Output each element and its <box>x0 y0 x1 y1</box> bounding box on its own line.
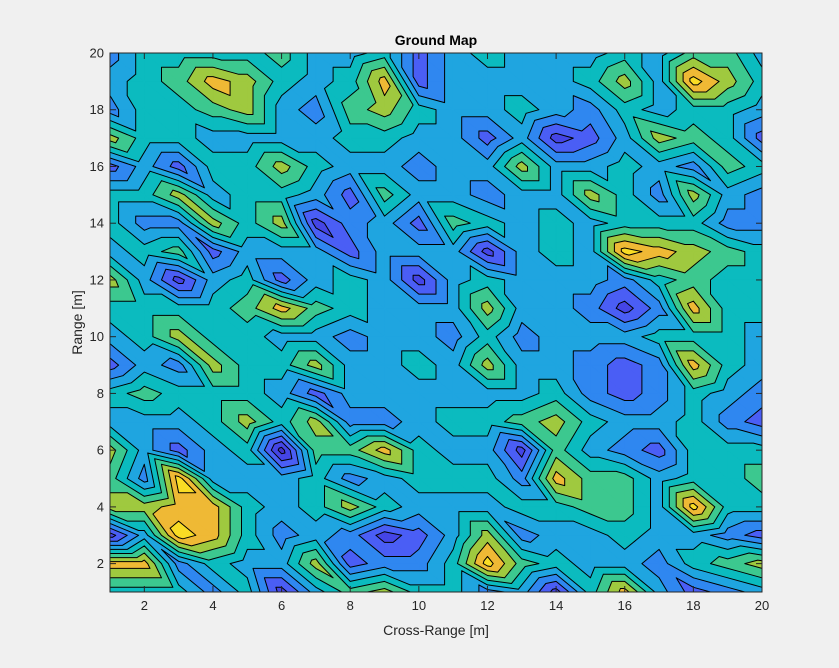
contour-line-level-8 <box>109 66 720 593</box>
contour-line-level-1 <box>277 446 286 455</box>
contour-line-level-7 <box>109 57 763 593</box>
y-tick-label: 12 <box>90 272 104 287</box>
contour-line-level-4 <box>109 52 763 593</box>
x-tick-label: 8 <box>347 598 354 613</box>
x-tick-label: 14 <box>549 598 563 613</box>
y-axis-label: Range [m] <box>69 290 85 355</box>
y-tick-label: 8 <box>97 386 104 401</box>
contour-line-level-6 <box>109 52 763 593</box>
y-tick-label: 4 <box>97 499 104 514</box>
y-tick-label: 20 <box>90 46 104 61</box>
x-tick-label: 20 <box>755 598 769 613</box>
y-tick-label: 2 <box>97 556 104 571</box>
x-tick-label: 2 <box>141 598 148 613</box>
x-tick-label: 4 <box>209 598 216 613</box>
y-tick-label: 6 <box>97 443 104 458</box>
contour-line-level-5 <box>109 52 763 593</box>
x-tick-label: 16 <box>618 598 632 613</box>
axes-box <box>109 52 763 593</box>
y-tick-label: 16 <box>90 159 104 174</box>
contour-line-level-2 <box>109 132 634 593</box>
contour-line-level-3 <box>109 52 763 593</box>
contour-line-level-9 <box>169 76 703 567</box>
y-tick-label: 14 <box>90 216 104 231</box>
x-tick-label: 10 <box>412 598 426 613</box>
x-tick-label: 18 <box>686 598 700 613</box>
contour-lines <box>109 52 763 593</box>
y-tick-label: 18 <box>90 102 104 117</box>
x-axis-label: Cross-Range [m] <box>383 622 489 638</box>
x-tick-label: 6 <box>278 598 285 613</box>
x-tick-label: 12 <box>480 598 494 613</box>
chart-title: Ground Map <box>395 32 477 48</box>
y-tick-label: 10 <box>90 329 104 344</box>
